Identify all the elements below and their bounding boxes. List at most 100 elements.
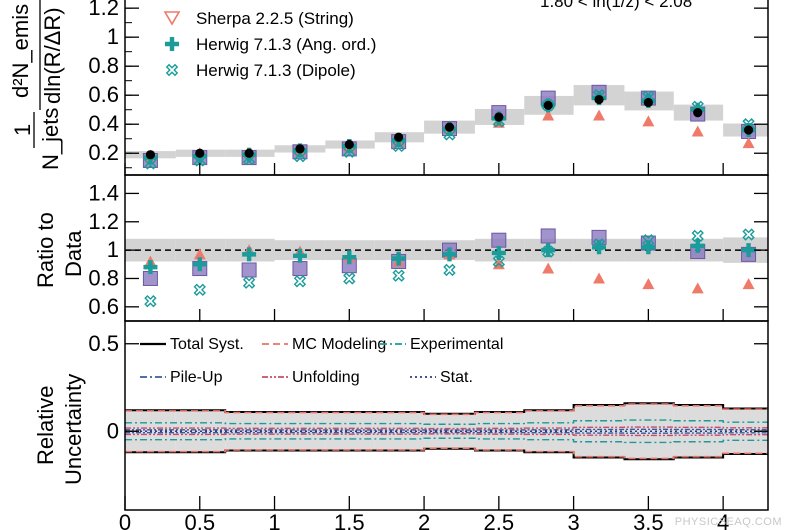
ratio-point-triangle — [542, 262, 555, 274]
ratio-point-cross — [442, 247, 457, 262]
range-annotation: 1.80 < ln(1/z) < 2.08 — [540, 0, 692, 11]
data-point-dot — [494, 112, 504, 122]
legend-label: Total Syst. — [170, 336, 244, 353]
ratio-point-xcircle — [392, 269, 405, 282]
legend-marker-xcircle — [165, 63, 179, 77]
data-point-triangle — [593, 109, 606, 121]
legend-herwig-dipole-marker — [165, 63, 179, 77]
data-point-xcircle — [443, 128, 456, 141]
ratio-panel: 0.6 0.8 1 1.2 1.4 Ratio to Data — [33, 174, 769, 322]
ratio-point-xcircle — [242, 276, 256, 289]
x-tick-label: 0.5 — [184, 510, 215, 530]
ratio-point-xcircle — [642, 234, 655, 247]
legend-herwig-ang-label: Herwig 7.1.3 (Ang. ord.) — [196, 35, 376, 54]
data-point-dot — [643, 97, 653, 108]
legend-herwig-dipole-label: Herwig 7.1.3 (Dipole) — [196, 61, 356, 80]
ratio-point-xcircle — [293, 275, 307, 288]
data-point-dot — [743, 125, 754, 135]
legend-sherpa-marker — [163, 11, 181, 26]
ratio-point-cross — [491, 245, 506, 260]
y-tick-label: 0.8 — [88, 53, 119, 78]
y-tick-label: 0.8 — [88, 265, 119, 290]
ratio-point-triangle — [642, 278, 655, 290]
legend-marker-cross — [165, 37, 179, 51]
data-point-xcircle — [742, 118, 755, 131]
data-point-xcircle — [343, 145, 356, 158]
mc-modeling-line — [125, 447, 768, 460]
y-tick-label: 1.2 — [88, 209, 119, 234]
ratio-point-xcircle — [691, 229, 704, 243]
data-point-dot — [295, 144, 305, 154]
unc-ylabel-line2: Uncertainty — [61, 374, 86, 485]
uncertainty-frame — [124, 320, 769, 511]
mc-modeling-line — [125, 403, 768, 416]
unc-band-bin — [673, 405, 724, 458]
ylabel-numerator: d²N_emis — [8, 4, 33, 98]
ratio-point-cross — [690, 238, 705, 253]
x-tick-label: 3 — [567, 510, 579, 530]
ratio-point-cross — [741, 243, 756, 258]
ratio-point-cross — [143, 260, 158, 275]
ratio-point-square — [491, 232, 507, 248]
ratio-ylabel-line1: Ratio to — [33, 212, 58, 288]
ratio-point-xcircle — [592, 238, 606, 251]
pileup-line — [125, 431, 768, 434]
ratio-point-cross — [391, 251, 406, 266]
ylabel-prefix: 1 — [10, 124, 35, 136]
data-point-xcircle — [691, 100, 704, 114]
ratio-point-xcircle — [144, 294, 157, 308]
data-point-dot — [543, 100, 553, 110]
data-point-dot — [344, 139, 354, 150]
data-point-dot — [244, 148, 254, 158]
y-tick-label: 1 — [107, 237, 119, 262]
data-point-xcircle — [392, 139, 405, 153]
ratio-point-triangle — [742, 278, 755, 290]
data-point-dot — [444, 122, 455, 132]
ylabel-norm: N_jets — [38, 108, 63, 170]
ratio-point-cross — [292, 248, 307, 263]
ratio-point-xcircle — [492, 255, 506, 268]
ratio-point-cross — [242, 247, 257, 262]
y-tick-label: 1.2 — [88, 0, 119, 20]
ratio-point-triangle — [593, 272, 606, 284]
distribution-y-ticks: 0.2 0.4 0.6 0.8 1 1.2 — [88, 0, 768, 169]
ratio-point-cross — [641, 240, 656, 255]
distribution-legend: Sherpa 2.2.5 (String) Herwig 7.1.3 (Ang.… — [163, 9, 376, 80]
uncertainty-panel: 00.5 0 0.5 1 1.5 2 2.5 3 3.5 4 Total Syst. MC Mod… — [33, 163, 769, 530]
unc-band-bin — [225, 412, 275, 451]
data-point-dot — [394, 132, 404, 142]
legend-label: Experimental — [410, 336, 503, 353]
y-tick-label: 0.4 — [88, 111, 119, 136]
x-tick-label: 2 — [418, 510, 430, 530]
y-tick-label: 1 — [107, 24, 119, 49]
unfolding-line — [125, 426, 768, 430]
y-tick-label: 0 — [107, 418, 119, 443]
ratio-point-cross — [192, 257, 207, 272]
unc-band-bin — [274, 412, 326, 451]
ratio-ylabel-line2: Data — [61, 230, 86, 277]
data-point-dot — [594, 94, 604, 105]
y-tick-label: 0.5 — [88, 331, 119, 356]
data-point-triangle — [642, 115, 655, 127]
x-tick-label: 4 — [717, 510, 729, 530]
data-point-dot — [145, 150, 156, 160]
ratio-point-triangle — [691, 282, 704, 294]
x-axis-ticks: 0 0.5 1 1.5 2 2.5 3 3.5 4 — [119, 163, 729, 530]
ratio-point-square — [241, 262, 257, 278]
unc-ylabel-line1: Relative — [33, 386, 58, 465]
legend-label: Unfolding — [292, 369, 360, 386]
ratio-point-xcircle — [742, 228, 755, 241]
x-tick-label: 3.5 — [633, 510, 664, 530]
x-tick-label: 0 — [119, 510, 131, 530]
watermark: PHYSICSEAQ.COM — [674, 516, 782, 528]
legend-label: Stat. — [440, 369, 473, 386]
ratio-point-square — [292, 261, 308, 277]
unfolding-line — [125, 433, 768, 437]
distribution-markers — [142, 84, 757, 170]
experimental-line — [125, 419, 768, 425]
ratio-point-xcircle — [443, 263, 456, 277]
data-point-xcircle — [642, 90, 655, 103]
uncertainty-y-ticks: 00.5 — [88, 331, 768, 443]
ratio-point-xcircle — [541, 245, 555, 258]
